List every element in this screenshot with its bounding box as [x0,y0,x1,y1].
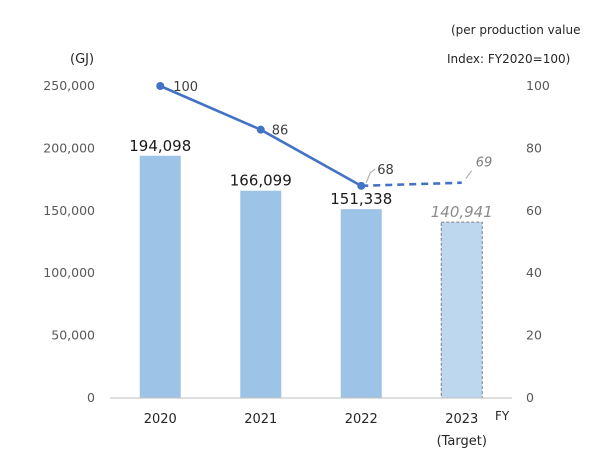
index-point-2021 [256,125,265,134]
right-tick-label: 40 [526,265,542,280]
left-tick-label: 250,000 [43,78,95,93]
x-category-sublabel: (Target) [437,434,487,449]
point-label-leader [465,170,473,180]
right-tick-label: 100 [526,78,550,93]
left-tick-label: 0 [87,390,95,405]
left-tick-label: 150,000 [43,203,95,218]
bar-2020 [139,155,181,398]
right-axis-note-line1: (per production value [451,23,580,37]
bar-value-label: 194,098 [129,137,191,155]
right-tick-label: 80 [526,140,542,155]
bar-value-label: 140,941 [431,203,493,221]
index-line-target [361,181,462,188]
x-category-label: 2023 [445,412,478,427]
x-category-label: 2022 [345,412,378,427]
right-axis-note-line2: Index: FY2020=100) [447,52,570,66]
index-value-label: 100 [173,80,198,95]
x-category-label: 2020 [144,412,177,427]
bar-2021 [240,190,282,398]
index-value-label: 68 [377,163,394,178]
line-series-group [156,82,462,190]
bars-group [139,155,483,399]
point-label-leader [365,168,376,184]
bar-value-label: 151,338 [330,190,392,208]
right-tick-label: 20 [526,328,542,343]
bar-2023-target [440,221,483,399]
index-value-label: 69 [476,156,493,171]
left-tick-label: 100,000 [43,265,95,280]
x-axis-unit: FY [495,409,510,423]
left-tick-label: 50,000 [51,328,95,343]
labels-group: 194,098 166,099 151,338 140,941 100 86 68 69 [129,80,493,221]
x-category-label: 2021 [244,412,277,427]
left-tick-label: 200,000 [43,140,95,155]
bar-value-label: 166,099 [230,172,292,190]
index-point-2022 [357,181,366,190]
bar-2022 [340,209,382,398]
right-tick-label: 60 [526,203,542,218]
index-value-label: 86 [272,124,289,139]
index-point-2020 [156,82,165,90]
right-tick-label: 0 [526,390,534,405]
axes-group: 250,000 200,000 150,000 100,000 50,000 0 100 80… [43,78,550,449]
left-axis-unit: (GJ) [70,52,94,67]
